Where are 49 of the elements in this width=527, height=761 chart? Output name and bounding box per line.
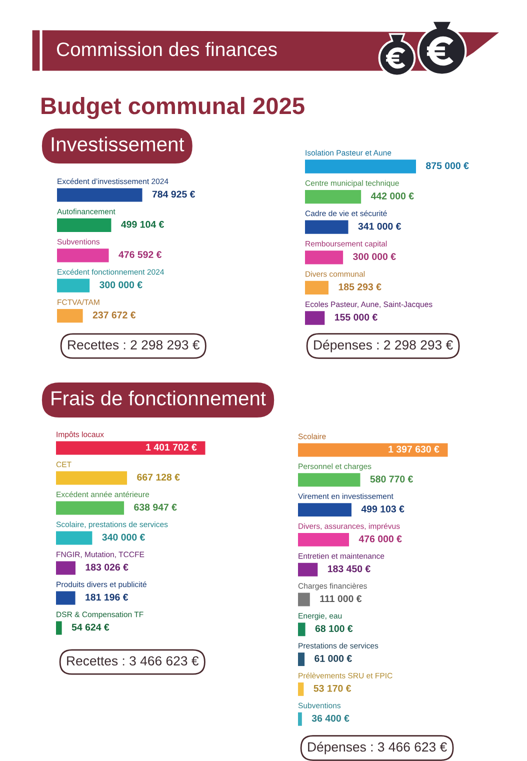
bar [305,190,362,204]
bar [305,220,348,234]
text: Recettes : 2 298 293 € [68,340,200,350]
data-label: 340 000 € [102,534,146,541]
data-label: 667 128 € [137,474,180,481]
data-label: 1 401 702 € [146,444,197,451]
data-label: 68 100 € [315,625,353,632]
bar [305,250,344,264]
data-label: 499 104 € [121,220,164,228]
data-label: 183 026 € [86,564,128,571]
bar [305,280,329,295]
data-label: 237 672 € [92,312,136,318]
data-label: 476 592 € [118,251,162,258]
data-label: 784 925 € [152,190,196,198]
data-label: 476 000 € [358,535,402,542]
data-label: 580 770 € [370,476,414,483]
chart-title: Frais de fonctionnement [52,390,266,406]
data-label: 300 000 € [100,281,142,288]
bar [305,311,325,325]
bar [56,561,76,575]
bar [56,531,92,545]
data-label: 1 397 630 € [388,446,440,453]
chart-title: Investissement [52,136,184,152]
bar [56,621,62,635]
text: Commission des finances [56,42,277,56]
text: Dépenses : 2 298 293 € [314,340,453,352]
data-label: 442 000 € [370,192,414,200]
text: Budget communal 2025 [42,96,304,120]
data-label: 638 947 € [134,504,177,511]
text: Dépenses : 3 466 623 € [308,742,447,754]
data-label: 61 000 € [314,655,352,662]
data-label: 53 170 € [314,684,352,692]
data-label: 111 000 € [320,595,362,602]
text: Recettes : 3 466 623 € [67,656,199,666]
data-label: 36 400 € [312,714,350,722]
data-label: 181 196 € [86,594,128,601]
data-label: 54 624 € [72,624,110,631]
data-label: 341 000 € [358,222,402,230]
data-label: 183 450 € [328,565,370,572]
bar [56,471,128,485]
bar [56,591,76,605]
data-label: 499 103 € [361,506,404,512]
bar [56,441,206,455]
data-label: 185 293 € [338,283,382,290]
data-label: 300 000 € [353,253,396,260]
bar [56,501,124,515]
bar [305,160,416,174]
data-label: 155 000 € [334,314,378,321]
data-label: 875 000 € [426,162,469,170]
